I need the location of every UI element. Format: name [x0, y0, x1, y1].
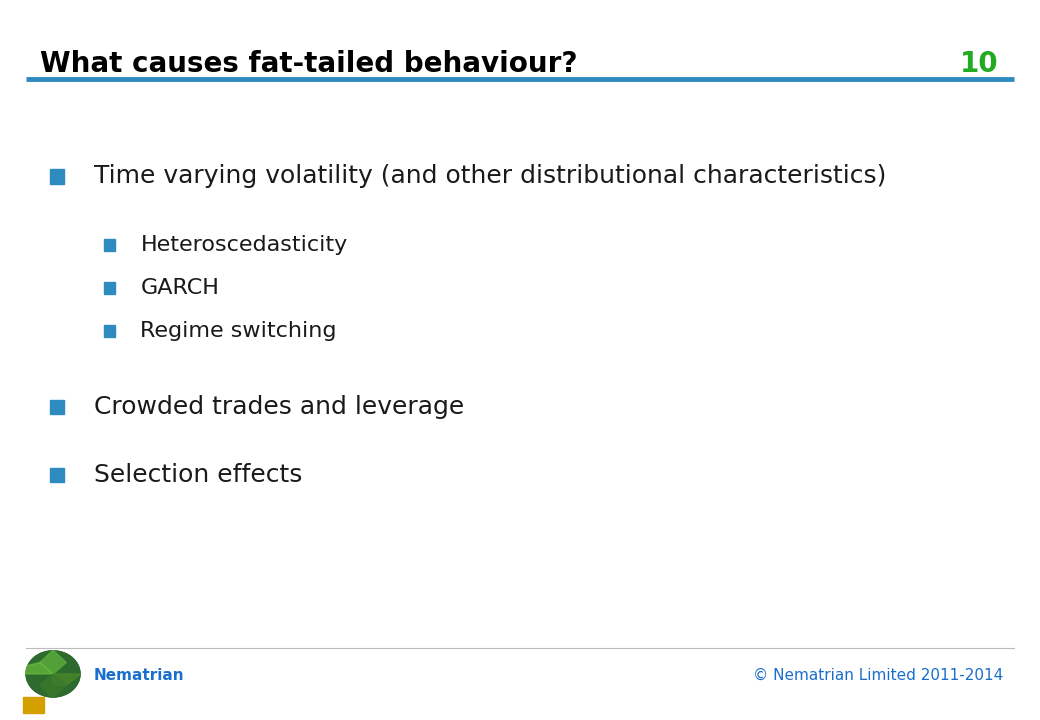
Polygon shape	[25, 650, 81, 698]
Text: Selection effects: Selection effects	[94, 463, 302, 487]
Text: Crowded trades and leverage: Crowded trades and leverage	[94, 395, 464, 419]
Text: What causes fat-tailed behaviour?: What causes fat-tailed behaviour?	[40, 50, 577, 78]
Text: © Nematrian Limited 2011-2014: © Nematrian Limited 2011-2014	[753, 668, 1004, 683]
Text: Heteroscedasticity: Heteroscedasticity	[140, 235, 347, 255]
Polygon shape	[40, 674, 67, 698]
Text: 10: 10	[960, 50, 998, 78]
Text: Time varying volatility (and other distributional characteristics): Time varying volatility (and other distr…	[94, 164, 886, 189]
Polygon shape	[53, 674, 81, 685]
Text: GARCH: GARCH	[140, 278, 219, 298]
Text: Nematrian: Nematrian	[94, 668, 184, 683]
Text: Regime switching: Regime switching	[140, 321, 337, 341]
Polygon shape	[25, 662, 53, 674]
Polygon shape	[40, 650, 67, 674]
